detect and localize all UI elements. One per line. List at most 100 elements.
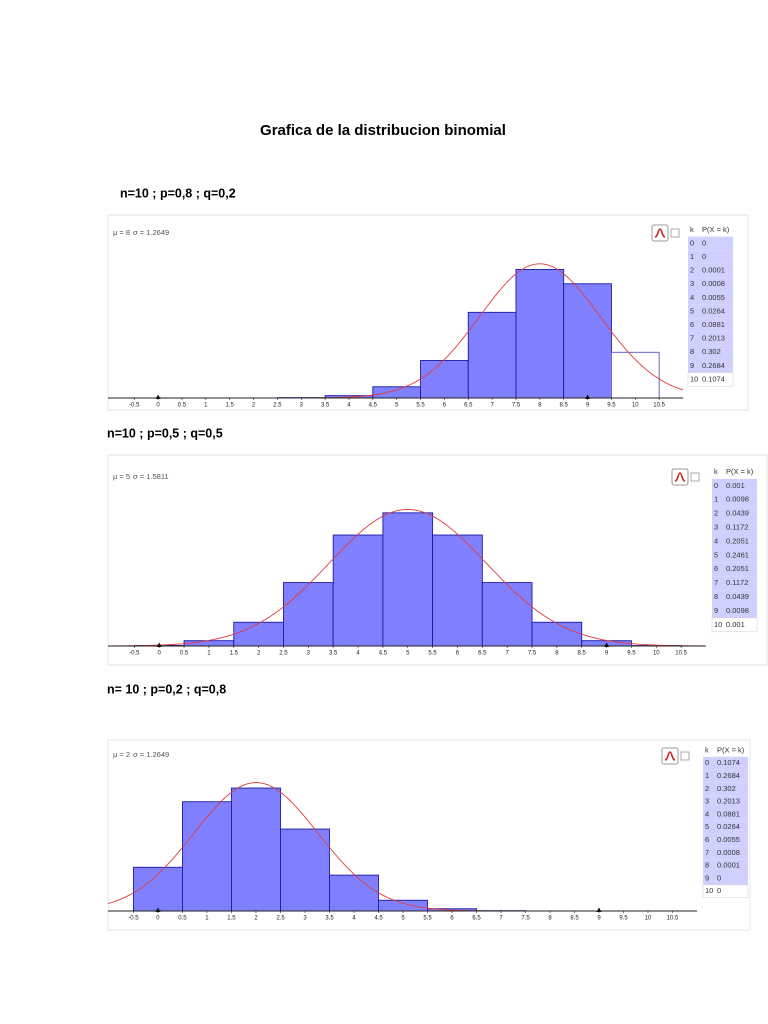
x-tick-label: 10 [645,916,652,922]
table-row [712,492,757,507]
x-tick-label: 2 [252,403,256,409]
x-tick-label: 10.5 [667,916,679,922]
normal-toggle-button[interactable] [661,747,679,765]
normal-toggle-button[interactable] [651,224,669,242]
table-header-p: P(X = k) [726,467,754,476]
chart-heading: n=10 ; p=0,5 ; q=0,5 [107,426,223,440]
x-tick-label: -0.5 [129,651,140,657]
table-row [703,846,748,860]
table-k: 9 [690,361,694,370]
bar [233,621,284,647]
table-k: 5 [714,550,718,559]
x-tick-label: 4 [352,916,356,922]
table-row [688,250,733,264]
x-tick-label: 10.5 [675,651,687,657]
normal-toggle-button[interactable] [671,468,689,486]
x-tick-label: 7 [499,916,503,922]
table-k: 3 [690,279,694,288]
x-tick-label: 1 [207,651,211,657]
table-row [712,562,757,577]
table-k: 6 [714,564,718,573]
table-k: 7 [705,848,709,857]
x-tick-label: 5 [395,403,399,409]
table-probability: 0.302 [717,784,736,793]
table-k: 0 [705,758,709,767]
table-probability: 0.2051 [726,564,749,573]
table-k: 10 [690,374,698,383]
table-row [688,236,733,251]
export-button[interactable] [690,472,700,482]
table-k: 10 [705,886,713,895]
export-button[interactable] [670,228,680,238]
x-tick-label: -0.5 [129,403,140,409]
x-tick-label: 1 [205,916,209,922]
x-tick-label: 7.5 [528,651,537,657]
x-tick-label: 10.5 [653,403,665,409]
x-tick-label: 1.5 [230,651,239,657]
table-k: 2 [690,266,694,275]
table-probability: 0.0439 [726,509,749,518]
sigma-label: σ = 1.2649 [133,750,169,759]
range-marker [155,394,161,399]
bar [481,582,533,647]
table-probability: 0.2684 [717,771,740,780]
export-button[interactable] [680,751,690,761]
table-row [712,604,757,618]
x-tick-label: 3 [307,651,311,657]
table-probability: 0.2013 [717,797,740,806]
table-row [688,318,733,332]
bar [231,787,281,912]
table-row [703,782,748,796]
bar [329,874,379,912]
normal-toggle-icon [654,228,666,238]
table-row [687,372,734,387]
table-k: 4 [705,809,709,818]
x-tick-label: 6.5 [464,403,473,409]
sigma-label: σ = 1.2649 [133,228,169,237]
table-header-k: k [714,467,718,476]
x-tick-label: 9 [605,651,609,657]
table-k: 8 [690,347,694,356]
table-k: 1 [690,252,694,261]
document-title: Grafica de la distribucion binomial [260,122,506,139]
table-probability: 0 [702,252,706,261]
table-row [703,795,748,808]
table-probability: 0.0008 [717,848,740,857]
x-tick-label: 9.5 [619,916,628,922]
x-tick-label: 2.5 [279,651,288,657]
x-tick-label: 4.5 [369,403,378,409]
table-k: 4 [690,293,694,302]
table-probability: 0.1074 [702,374,725,383]
table-probability: 0.001 [726,481,745,490]
bar [378,899,428,912]
x-tick-label: 7.5 [512,403,521,409]
table-k: 2 [714,509,718,518]
table-probability: 0.1074 [717,758,740,767]
table-k: 8 [714,592,718,601]
x-tick-label: 6.5 [472,916,481,922]
table-row [703,808,748,821]
x-tick-label: 8.5 [560,403,569,409]
table-k: 8 [705,861,709,870]
x-tick-label: 3 [300,403,304,409]
bar [382,512,434,647]
table-probability: 0.0001 [717,861,740,870]
x-tick-label: 6 [456,651,460,657]
table-probability: 0.2051 [726,536,749,545]
range-marker [585,394,591,399]
table-row [688,277,733,291]
bar [515,269,565,399]
table-row [712,548,757,563]
x-tick-label: 0.5 [180,651,189,657]
bar [280,828,330,912]
x-tick-label: 9 [586,403,590,409]
table-row [688,263,733,278]
table-k: 9 [714,606,718,615]
table-k: 2 [705,784,709,793]
table-row [703,820,748,834]
table-k: 5 [705,822,709,831]
table-row [712,590,757,604]
table-k: 3 [714,523,718,532]
table-k: 9 [705,873,709,882]
table-header-p: P(X = k) [702,225,730,234]
